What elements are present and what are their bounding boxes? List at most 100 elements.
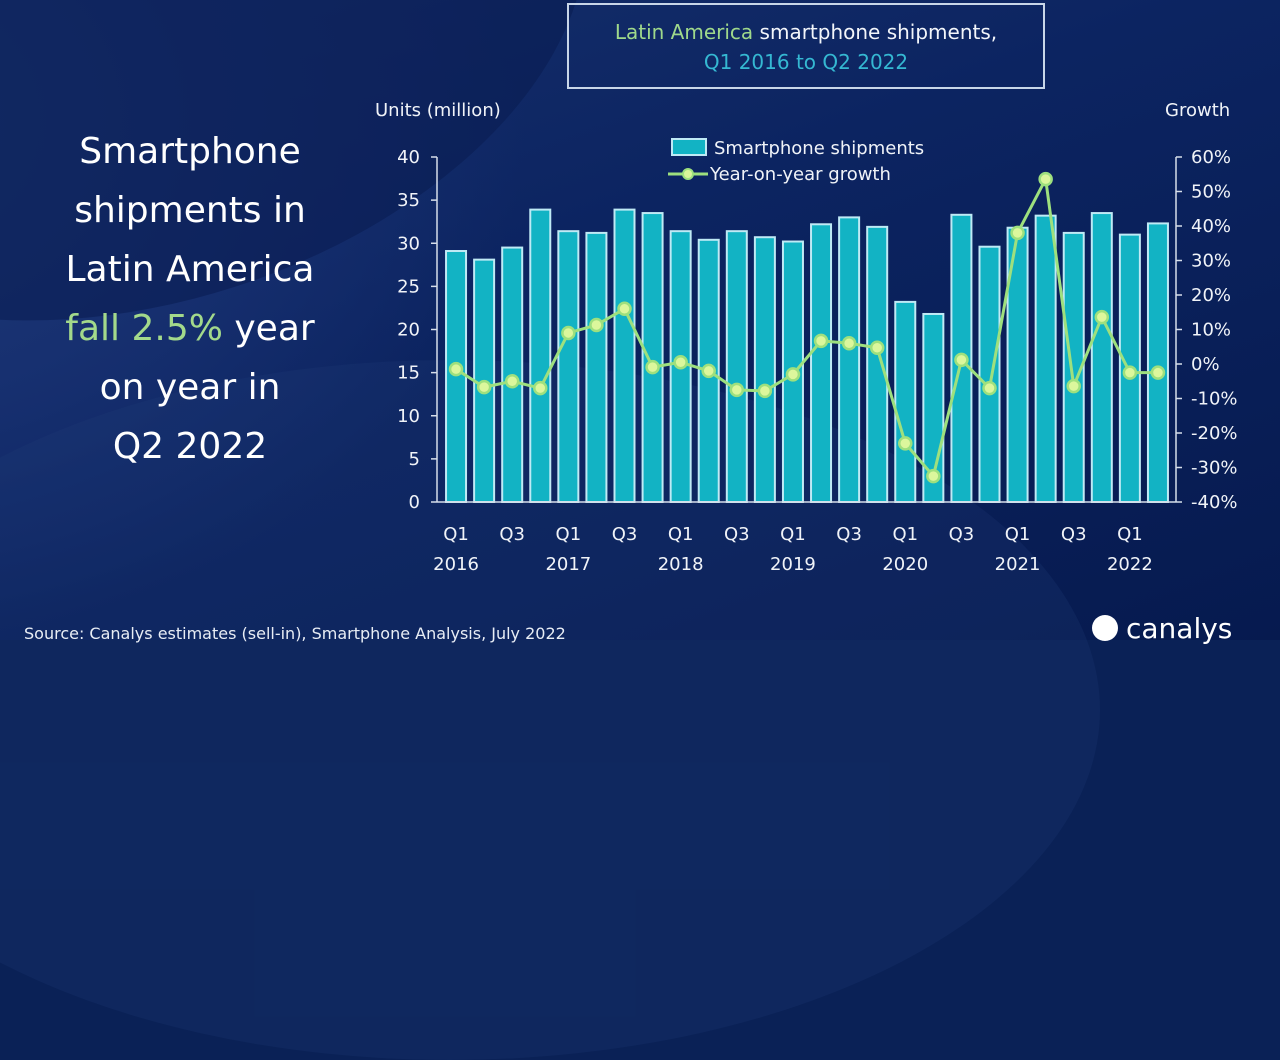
y-tick-label: 20 [397,320,420,341]
growth-point-q3-2019 [841,336,857,351]
x-tick-label-year: 2020 [882,554,928,575]
bar-q2-2021 [1034,214,1057,503]
bar-q4-2021 [1090,212,1113,503]
legend-line-marker [682,168,694,180]
growth-point-q2-2020 [926,468,941,484]
canalys-logo-icon [1092,615,1118,641]
x-tick-label-quarter: Q1 [443,524,469,545]
y2-tick-label: 40% [1191,216,1231,237]
x-tick-label-quarter: Q1 [1005,524,1031,545]
x-tick-label-quarter: Q1 [668,524,694,545]
bar-q2-2019 [810,223,833,503]
chart-title-box: Latin America smartphone shipments, Q1 2… [567,3,1045,89]
y2-tick-label: -20% [1191,423,1238,444]
y2-tick-label: 10% [1191,320,1231,341]
chart-title-period: Q1 2016 to Q2 2022 [703,50,909,74]
chart-title-region: Latin America [614,20,754,44]
growth-point-q2-2022 [1150,365,1166,380]
x-tick-label-year: 2016 [433,554,479,575]
growth-point-q1-2020 [898,436,913,451]
headline-text: year [222,308,315,349]
headline-line: on year in [99,367,281,408]
x-tick-label-quarter: Q1 [780,524,806,545]
bar-q3-2018 [725,230,748,504]
y2-tick-label: -10% [1191,389,1238,410]
growth-point-q4-2016 [533,380,548,396]
y-tick-label: 40 [397,147,420,168]
x-tick-label-quarter: Q3 [836,524,862,545]
growth-point-q4-2019 [869,340,885,356]
y-tick-label: 15 [397,363,420,384]
y2-axis-title: Growth [1165,100,1231,121]
bar-q4-2018 [753,236,776,503]
growth-point-q2-2016 [476,379,492,395]
bar-q1-2020 [894,300,917,503]
x-tick-label-year: 2019 [770,554,816,575]
growth-point-q4-2018 [757,383,773,399]
growth-point-q4-2021 [1094,309,1110,325]
x-tick-label-quarter: Q3 [499,524,525,545]
growth-point-q4-2020 [982,380,997,396]
y-axis-title: Units (million) [375,100,501,121]
x-tick-label-quarter: Q3 [949,524,975,545]
y2-tick-label: 0% [1191,354,1220,375]
y-tick-label: 25 [397,276,420,297]
y2-tick-label: 20% [1191,285,1231,306]
bar-q2-2022 [1146,222,1169,503]
growth-point-q1-2022 [1122,365,1138,380]
headline-line: fall 2.5% year [30,299,350,358]
bar-q3-2019 [838,216,861,503]
growth-point-q1-2016 [448,361,464,377]
bar-q4-2016 [529,208,552,504]
chart-plot: 0 5 10 15 20 25 30 35 40 -40% -30% -20% -10% 0% 10% 20%… [397,138,1238,575]
y2-tick-label: 30% [1191,251,1231,272]
source-note: Source: Canalys estimates (sell-in), Sma… [24,624,566,643]
chart-title-line1: Latin America smartphone shipments, [569,17,1043,47]
growth-point-q3-2020 [954,352,969,368]
growth-point-q3-2016 [504,374,520,389]
x-tick-label-quarter: Q1 [892,524,918,545]
bar-q4-2019 [866,225,889,504]
growth-point-q2-2018 [701,363,716,379]
x-tick-label-quarter: Q1 [556,524,582,545]
growth-point-q1-2019 [785,367,801,382]
x-tick-label-quarter: Q1 [1117,524,1143,545]
headline-line: Q2 2022 [112,426,268,467]
y-tick-label: 0 [409,492,420,513]
legend-label-shipments: Smartphone shipments [714,138,924,159]
logo-text: canalys [1126,612,1233,645]
bar-q2-2017 [585,231,608,503]
x-tick-label-year: 2022 [1107,554,1153,575]
x-tick-label-year: 2017 [545,554,591,575]
growth-point-q1-2017 [561,325,576,341]
bar-q1-2016 [445,250,468,503]
growth-point-q1-2021 [1010,225,1025,241]
growth-point-q2-2019 [813,333,829,349]
x-tick-label-year: 2021 [995,554,1041,575]
y-tick-label: 5 [409,449,420,470]
growth-point-q3-2021 [1066,378,1081,394]
y-tick-label: 10 [397,406,420,427]
y2-tick-label: 50% [1191,182,1231,203]
growth-point-q2-2021 [1038,171,1053,187]
headline-line: Latin America [65,249,315,290]
bar-q4-2020 [978,245,1001,503]
growth-point-q4-2017 [645,359,660,375]
x-tick-label-year: 2018 [658,554,704,575]
x-tick-label-quarter: Q3 [724,524,750,545]
headline-line: shipments in [74,190,306,231]
x-tick-label-quarter: Q3 [1061,524,1087,545]
y-tick-label: 30 [397,233,420,254]
headline: Smartphone shipments in Latin America fa… [30,122,350,476]
bar-q3-2017 [613,208,636,504]
growth-point-q2-2017 [589,317,604,333]
legend-label-growth: Year-on-year growth [709,164,891,185]
chart-title-text: smartphone shipments, [753,20,998,44]
growth-point-q3-2018 [729,382,745,398]
y2-tick-label: -40% [1191,492,1238,513]
growth-point-q1-2018 [673,355,688,370]
y2-tick-label: -30% [1191,458,1238,479]
headline-highlight: fall 2.5% [65,308,223,349]
legend-bar-swatch [671,138,707,156]
bar-q1-2017 [557,230,580,504]
